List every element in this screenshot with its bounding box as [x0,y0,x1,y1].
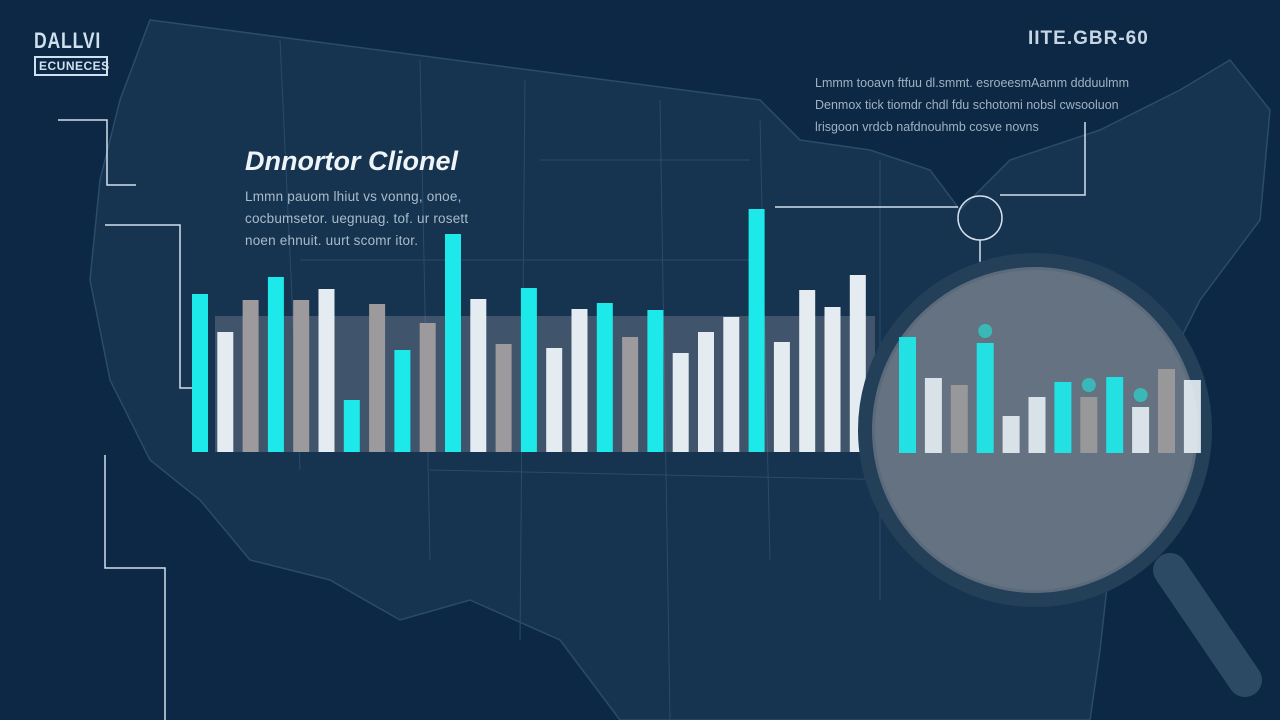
main-bar-chart [192,209,866,452]
bar [698,332,714,452]
header-code: IITE.GBR-60 [1028,28,1149,49]
bar [520,288,537,452]
bar [1183,380,1201,453]
panel-paragraph: Lmmn pauom lhiut vs vonng, onoe, cocbums… [245,186,500,252]
bar [217,332,234,452]
bar [824,307,841,452]
bar [343,400,360,452]
bar [596,303,613,452]
bar [267,277,284,452]
bar [672,353,689,452]
bar [1002,416,1020,453]
bar [419,323,436,452]
bar [622,337,639,452]
bar [1054,382,1072,453]
bar [748,209,765,452]
bar [950,385,968,453]
logo: DALLVI ECUNECES [34,28,118,76]
bar [773,342,790,452]
bar [571,309,588,452]
bar [242,300,259,452]
panel-line: Lmmn pauom lhiut vs vonng, onoe, [245,189,462,204]
bar [318,289,335,452]
bar [647,310,664,452]
bar [976,343,994,453]
bar [924,378,942,453]
magnified-bar-chart [899,324,1201,453]
bar-marker [1081,378,1096,392]
bar [1132,407,1150,453]
bar [192,294,208,452]
bar [445,234,461,452]
bar [293,300,310,452]
bar [495,344,512,452]
logo-line1: DALLVI [34,28,102,53]
header-paragraph: Lmmm tooavn ftfuu dl.smmt. esroeesmAamm … [815,72,1160,138]
panel-title: Dnnortor Clionel [245,146,458,176]
bar [546,348,563,452]
header-line: lrisgoon vrdcb nafdnouhmb cosve novns [815,120,1039,134]
bar [1028,397,1046,453]
bar-marker [978,324,993,338]
bar [1106,377,1124,453]
header-line: Denmox tick tiomdr chdl fdu schotomi nob… [815,98,1119,112]
bar [394,350,411,452]
panel-line: cocbumsetor. uegnuag. tof. ur rosett [245,211,469,226]
bar-marker [1133,388,1148,402]
bar [899,337,916,453]
bar [470,299,487,452]
logo-line2: ECUNECES [34,56,109,76]
bar [1158,369,1175,453]
panel-line: noen ehnuit. uurt scomr itor. [245,233,419,248]
bar [799,290,816,452]
header-line: Lmmm tooavn ftfuu dl.smmt. esroeesmAamm … [815,76,1129,90]
callout-circle-icon [957,195,1003,241]
bar [1080,397,1098,453]
bar [369,304,386,452]
bar [723,317,740,452]
